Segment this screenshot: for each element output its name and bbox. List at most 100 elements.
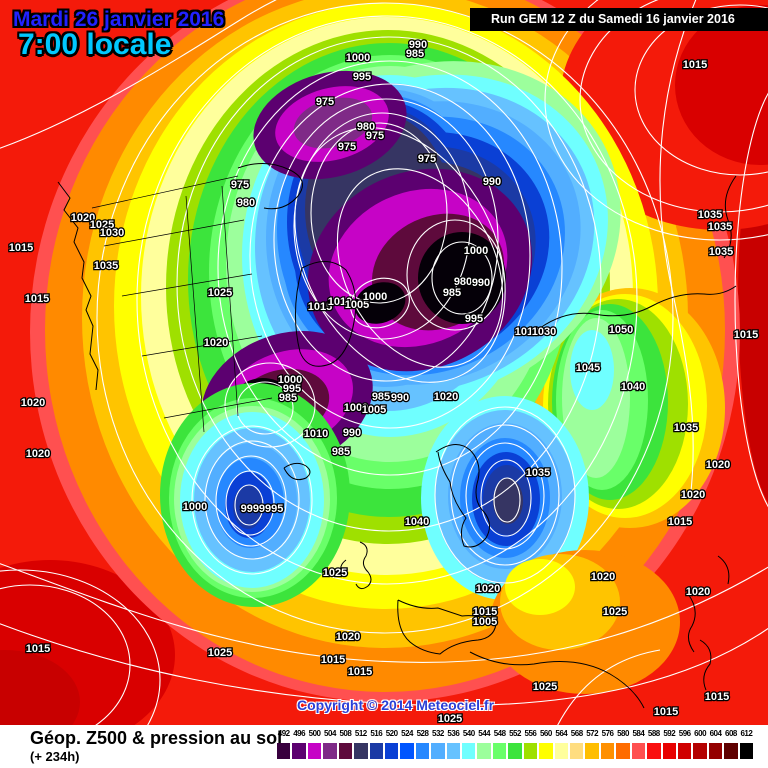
pressure-label: 975 (366, 130, 384, 142)
pressure-label: 980 (454, 276, 472, 288)
pressure-label: 1025 (323, 567, 347, 579)
colorbar-swatch (492, 743, 507, 759)
pressure-label: 995 (353, 71, 371, 83)
legend-bar: Géop. Z500 & pression au sol (+ 234h) 49… (0, 725, 768, 768)
colorbar-cell: 520 (384, 729, 399, 759)
colorbar-cell: 612 (739, 729, 754, 759)
colorbar-cell: 564 (554, 729, 569, 759)
pressure-label: 1020 (434, 391, 458, 403)
colorbar-cell: 580 (615, 729, 630, 759)
colorbar-cell: 524 (399, 729, 414, 759)
colorbar-value: 492 (277, 729, 290, 738)
colorbar-value: 572 (586, 729, 599, 738)
colorbar-value: 584 (632, 729, 645, 738)
colorbar-cell: 608 (723, 729, 738, 759)
colorbar-swatch (708, 743, 723, 759)
colorbar-value: 576 (601, 729, 614, 738)
pressure-label: 975 (338, 141, 356, 153)
map-canvas: 9909851000995975980975975975990975980102… (0, 0, 768, 725)
pressure-label: 1015 (348, 666, 372, 678)
colorbar-cell: 588 (646, 729, 661, 759)
colorbar-value: 556 (524, 729, 537, 738)
colorbar-cell: 504 (322, 729, 337, 759)
colorbar-swatch (693, 743, 707, 759)
pressure-label: 1020 (336, 631, 360, 643)
pressure-label: 1000 (363, 291, 387, 303)
pressure-label: 1015 (705, 691, 729, 703)
colorbar-value: 600 (694, 729, 707, 738)
colorbar-value: 536 (447, 729, 460, 738)
pressure-label: 980 (237, 197, 255, 209)
pressure-label: 1025 (603, 606, 627, 618)
colorbar-cell: 540 (461, 729, 476, 759)
colorbar-swatch (277, 743, 291, 759)
colorbar-value: 604 (709, 729, 722, 738)
pressure-label: 990 (391, 392, 409, 404)
pressure-label: 1020 (204, 337, 228, 349)
colorbar-value: 608 (725, 729, 737, 738)
colorbar-value: 532 (432, 729, 444, 738)
colorbar-cell: 512 (353, 729, 368, 759)
pressure-labels: 9909851000995975980975975975990975980102… (7, 38, 759, 725)
colorbar-swatch (662, 743, 676, 759)
colorbar-swatch (292, 743, 306, 759)
pressure-label: 1035 (698, 209, 722, 221)
pressure-label: 9999995 (241, 503, 284, 515)
pressure-label: 975 (418, 153, 436, 165)
pressure-label: 1025 (208, 647, 232, 659)
colorbar-value: 540 (462, 729, 475, 738)
colorbar-swatch (616, 743, 630, 759)
colorbar-swatch (338, 743, 353, 759)
pressure-label: 1005 (345, 299, 369, 311)
colorbar-cell: 592 (662, 729, 677, 759)
pressure-label: 985 (372, 391, 390, 403)
colorbar-swatch (647, 743, 661, 759)
pressure-label: 1015 (654, 706, 678, 718)
colorbar-cell: 532 (430, 729, 445, 759)
colorbar-swatch (554, 743, 569, 759)
colorbar-swatch (384, 743, 399, 759)
colorbar-value: 504 (324, 729, 336, 738)
colorbar-value: 524 (401, 729, 414, 738)
colorbar-swatch (631, 743, 646, 759)
colorbar-swatch (585, 743, 599, 759)
pressure-label: 1040 (405, 516, 429, 528)
colorbar-swatch (477, 743, 491, 759)
colorbar-value: 596 (678, 729, 691, 738)
weather-map: 990 985 1000 995 975 980 975 975 975 990 975 980 102… (0, 0, 768, 725)
colorbar-value: 592 (663, 729, 676, 738)
colorbar-swatch (539, 743, 553, 759)
colorbar: 492 496 500 504 508 512 516 520 524 528 532 536 540 5… (276, 729, 754, 759)
pressure-label: 1025 (90, 219, 114, 231)
colorbar-value: 512 (354, 729, 367, 738)
pressure-label: 1015 (321, 654, 345, 666)
colorbar-value: 564 (555, 729, 568, 738)
colorbar-swatch (739, 743, 754, 759)
pressure-label: 1010 (304, 428, 328, 440)
pressure-label: 995 (465, 313, 483, 325)
colorbar-cell: 528 (415, 729, 430, 759)
colorbar-swatch (307, 743, 322, 759)
colorbar-cell: 600 (692, 729, 707, 759)
pressure-label: 1005 (473, 616, 497, 628)
colorbar-value: 552 (509, 729, 521, 738)
colorbar-swatch (570, 743, 584, 759)
colorbar-cell: 568 (569, 729, 584, 759)
colorbar-cell: 584 (631, 729, 646, 759)
pressure-label: 1010 (328, 296, 352, 308)
colorbar-cell: 536 (446, 729, 461, 759)
pressure-label: 1020 (71, 212, 95, 224)
coastlines (57, 163, 737, 709)
colorbar-cell: 552 (507, 729, 522, 759)
pressure-label: 985 (443, 287, 461, 299)
pressure-label: 985 (332, 446, 350, 458)
colorbar-cell: 604 (708, 729, 723, 759)
copyright-text: Copyright © 2014 Meteociel.fr (297, 697, 495, 713)
pressure-label: 1010 (515, 326, 539, 338)
pressure-label: 1020 (26, 448, 50, 460)
colorbar-swatch (369, 743, 383, 759)
pressure-label: 1025 (208, 287, 232, 299)
colorbar-value: 496 (293, 729, 306, 738)
colorbar-cell: 548 (492, 729, 507, 759)
